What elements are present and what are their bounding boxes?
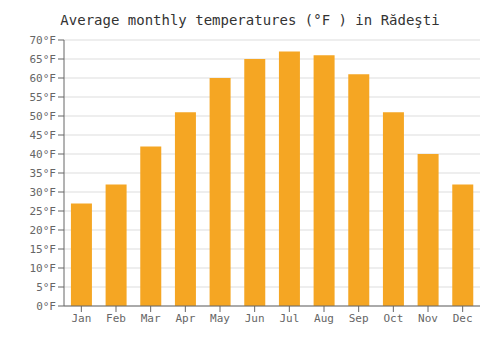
svg-text:Sep: Sep [349,312,369,325]
svg-text:Mar: Mar [141,312,161,325]
svg-text:Nov: Nov [418,312,438,325]
svg-text:65°F: 65°F [30,53,57,66]
svg-text:Jun: Jun [245,312,265,325]
svg-text:0°F: 0°F [36,300,56,313]
svg-text:35°F: 35°F [30,167,57,180]
svg-text:70°F: 70°F [30,34,57,47]
svg-text:25°F: 25°F [30,205,57,218]
html-text:Average monthly temperatures (: Average monthly temperatures (°F ) in Ră… [60,12,440,28]
svg-text:60°F: 60°F [30,72,57,85]
svg-text:Dec: Dec [453,312,473,325]
svg-text:Apr: Apr [175,312,195,325]
svg-text:45°F: 45°F [30,129,57,142]
svg-text:10°F: 10°F [30,262,57,275]
svg-text:30°F: 30°F [30,186,57,199]
svg-text:40°F: 40°F [30,148,57,161]
svg-text:55°F: 55°F [30,91,57,104]
svg-text:Feb: Feb [106,312,126,325]
svg-text:Oct: Oct [383,312,403,325]
svg-text:May: May [210,312,230,325]
svg-text:Jan: Jan [71,312,91,325]
svg-text:20°F: 20°F [30,224,57,237]
svg-text:50°F: 50°F [30,110,57,123]
svg-text:5°F: 5°F [36,281,56,294]
svg-text:15°F: 15°F [30,243,57,256]
svg-text:Jul: Jul [279,312,299,325]
svg-text:Aug: Aug [314,312,334,325]
